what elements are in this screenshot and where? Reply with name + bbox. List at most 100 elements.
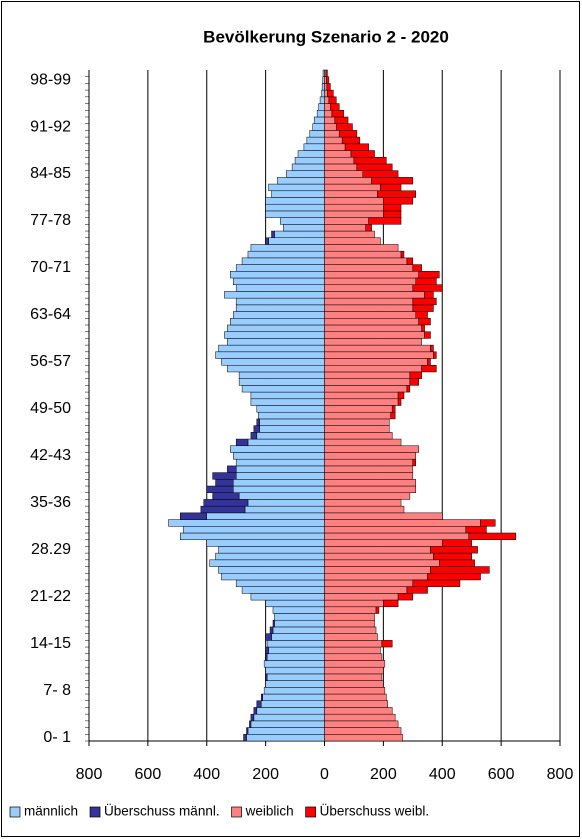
x-tick-label: 800 — [547, 766, 574, 783]
bar — [324, 103, 331, 111]
bar — [227, 324, 325, 332]
bar — [324, 593, 399, 601]
bar — [324, 177, 372, 185]
bar — [256, 707, 325, 715]
bar — [353, 156, 387, 165]
bar — [250, 432, 258, 440]
bar — [380, 183, 402, 192]
bar — [250, 593, 325, 601]
bar — [324, 734, 403, 742]
y-tick-label: 98-99 — [30, 71, 71, 88]
bar — [324, 163, 358, 171]
bar — [266, 640, 325, 648]
bar — [324, 492, 411, 500]
bar — [227, 338, 325, 346]
bar — [200, 505, 246, 514]
bar — [259, 425, 325, 433]
bar — [324, 432, 393, 440]
bar — [271, 633, 325, 641]
x-tick-label: 0 — [320, 766, 329, 783]
bar — [203, 499, 249, 507]
bar — [271, 190, 325, 198]
bar — [232, 452, 325, 460]
bar — [324, 183, 381, 192]
bar — [209, 559, 325, 567]
y-tick-label: 91-92 — [30, 118, 71, 135]
bar — [324, 217, 369, 225]
bar — [324, 411, 391, 420]
bar — [215, 351, 325, 359]
bar — [319, 96, 325, 104]
bar — [324, 465, 414, 473]
bar — [409, 378, 419, 386]
bar — [238, 378, 325, 386]
bar — [324, 666, 384, 675]
bar — [280, 217, 325, 225]
bar — [221, 573, 325, 581]
y-tick-label: 21-22 — [30, 588, 71, 605]
bar — [246, 734, 325, 742]
x-tick-label: 800 — [76, 766, 103, 783]
bar — [327, 89, 334, 98]
bar — [324, 687, 386, 695]
bar — [182, 526, 325, 534]
bar — [375, 606, 380, 614]
bar — [324, 130, 340, 138]
bar — [306, 136, 325, 145]
bar — [424, 331, 431, 339]
bar — [412, 458, 417, 467]
bar — [258, 411, 325, 420]
bar — [218, 566, 325, 574]
bar — [243, 734, 247, 742]
bar — [235, 465, 325, 473]
bar — [324, 472, 414, 480]
bar — [324, 197, 384, 205]
bar — [260, 700, 325, 708]
bar — [265, 210, 325, 218]
bar — [336, 123, 353, 131]
bar — [324, 284, 414, 292]
bar — [218, 344, 325, 353]
bar — [235, 438, 249, 447]
bar — [324, 304, 414, 312]
bar — [324, 586, 408, 594]
bar — [439, 559, 475, 567]
bar — [341, 136, 361, 145]
bar — [324, 606, 377, 614]
x-tick-label: 600 — [488, 766, 515, 783]
bar — [265, 680, 325, 688]
bar — [324, 693, 387, 701]
bar — [247, 250, 325, 259]
bar — [381, 640, 393, 648]
bar — [427, 358, 431, 366]
bar — [324, 479, 417, 487]
legend-label: Überschuss weibl. — [320, 804, 430, 819]
bar — [324, 224, 366, 232]
bar — [256, 432, 325, 440]
bar — [253, 713, 325, 722]
bar — [412, 264, 422, 272]
bar — [324, 351, 434, 359]
bar — [324, 344, 431, 353]
chart-title: Bevölkerung Szenario 2 - 2020 — [203, 27, 449, 46]
bar — [232, 311, 325, 319]
bar — [324, 116, 336, 124]
bar — [324, 539, 443, 547]
bar — [324, 96, 330, 104]
bar — [406, 586, 428, 594]
bar — [324, 425, 390, 433]
bar — [265, 666, 325, 675]
bar — [238, 371, 325, 379]
y-tick-label: 14-15 — [30, 635, 71, 652]
bar — [218, 546, 325, 554]
bar — [324, 613, 375, 621]
y-tick-label: 49-50 — [30, 400, 71, 417]
bar — [324, 190, 378, 198]
bar — [324, 156, 355, 165]
bar — [371, 177, 414, 185]
bar — [249, 720, 252, 728]
bar — [324, 499, 402, 507]
bar — [324, 378, 411, 386]
bar — [241, 385, 325, 393]
